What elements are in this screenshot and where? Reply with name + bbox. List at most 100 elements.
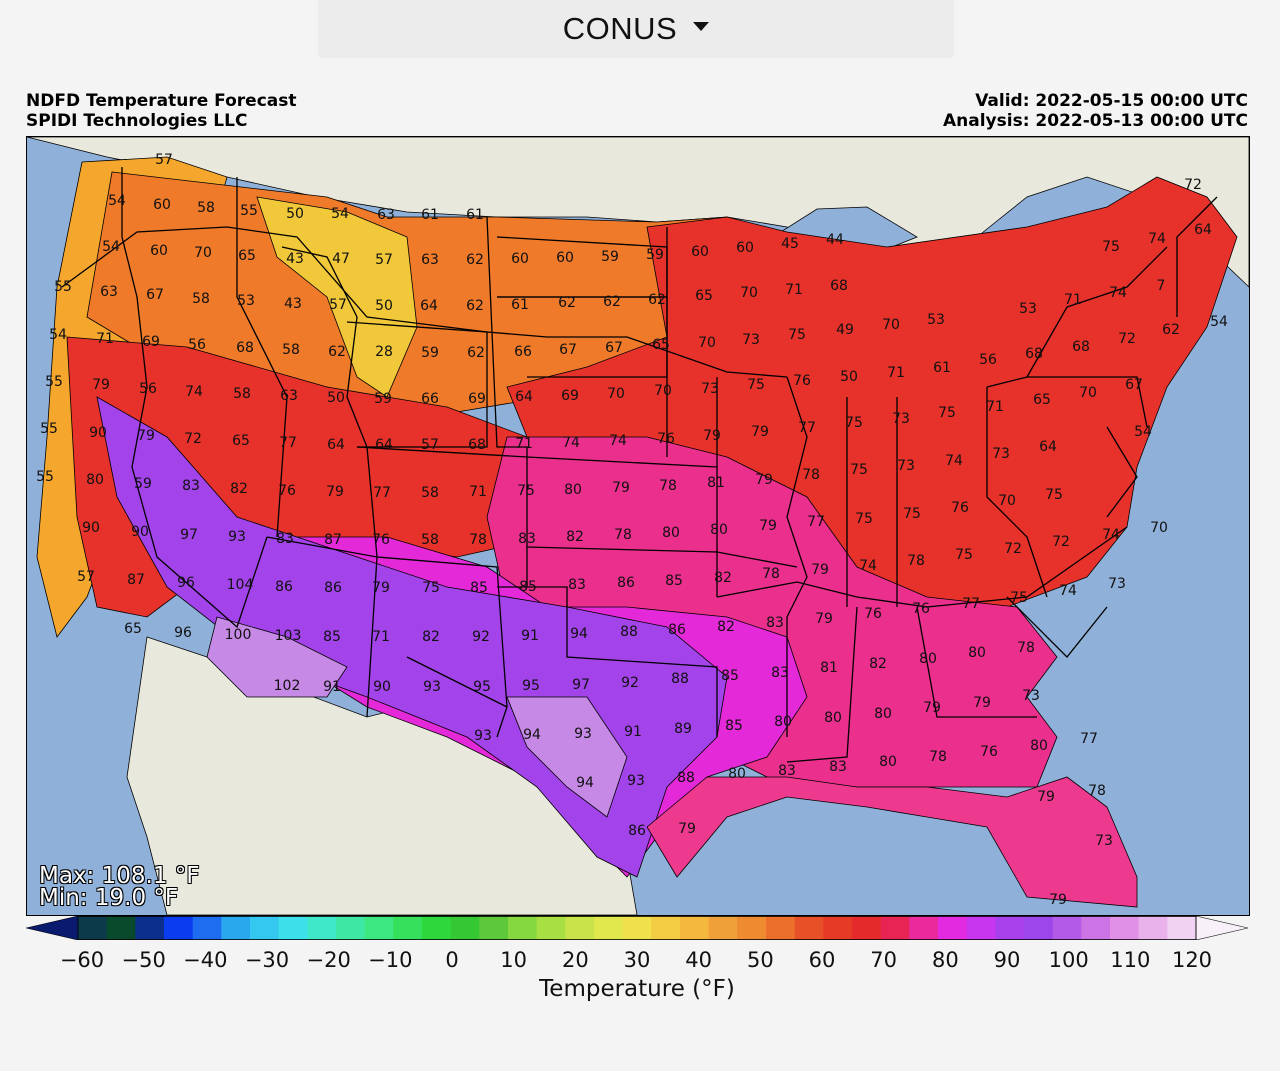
temp-label: 96 [174,625,192,641]
temp-label: 71 [96,331,114,347]
temp-label: 58 [421,532,439,548]
temp-label: 92 [472,629,490,645]
temp-label: 75 [955,547,973,563]
temp-label: 93 [627,773,645,789]
temp-label: 86 [617,575,635,591]
temp-label: 54 [108,193,126,209]
temp-label: 93 [574,726,592,742]
temp-label: 69 [468,391,486,407]
colorbar-segment [852,916,882,940]
temp-label: 65 [652,337,670,353]
temp-label: 62 [466,298,484,314]
temp-label: 79 [326,484,344,500]
temp-label: 71 [515,436,533,452]
temp-label: 67 [1125,377,1143,393]
temp-label: 75 [517,483,535,499]
colorbar-segment [1052,916,1082,940]
temp-label: 77 [279,435,297,451]
temp-label: 62 [467,345,485,361]
temp-label: 50 [375,298,393,314]
colorbar-tick-label: 120 [1171,948,1213,972]
colorbar-tick-label: 80 [931,948,959,972]
temp-label: 7 [1157,278,1166,294]
colorbar-tick-label: −30 [244,948,290,972]
temp-label: 88 [677,770,695,786]
temp-label: 80 [919,651,937,667]
temp-label: 69 [561,388,579,404]
colorbar-tick-label: −10 [368,948,413,972]
temp-label: 83 [276,531,294,547]
temp-label: 59 [421,345,439,361]
temp-label: 58 [421,485,439,501]
temp-label: 88 [671,671,689,687]
temp-label: 58 [192,291,210,307]
temp-label: 82 [230,481,248,497]
temp-label: 93 [474,728,492,744]
temp-label: 77 [373,485,391,501]
temp-label: 54 [1210,314,1228,330]
temp-label: 64 [1194,222,1212,238]
temp-label: 73 [892,411,910,427]
temp-label: 74 [562,435,580,451]
temp-label: 54 [1134,424,1152,440]
temp-label: 73 [701,381,719,397]
temp-label: 80 [968,645,986,661]
temp-label: 44 [826,232,844,248]
temp-label: 72 [1118,331,1136,347]
temp-label: 75 [903,506,921,522]
temp-label: 91 [323,679,341,695]
temp-label: 70 [1150,520,1168,536]
colorbar-segment [135,916,165,940]
colorbar-segment [680,916,710,940]
temp-label: 77 [807,514,825,530]
temp-label: 95 [473,679,491,695]
temp-label: 64 [375,437,393,453]
temp-label: 74 [1059,583,1077,599]
temp-label: 65 [1033,392,1051,408]
temp-label: 86 [324,580,342,596]
temp-label: 61 [421,207,439,223]
temp-label: 79 [1037,789,1055,805]
temp-label: 70 [882,317,900,333]
temp-label: 93 [423,679,441,695]
temp-label: 75 [1045,487,1063,503]
max-temp: Max: 108.1 °F [39,863,200,889]
temp-label: 96 [177,575,195,591]
temp-label: 71 [1064,292,1082,308]
temp-label: 75 [788,327,806,343]
colorbar-segment [221,916,251,940]
colorbar [26,916,1248,940]
colorbar-tick-label: 0 [445,948,459,972]
colorbar-segment [708,916,738,940]
temp-label: 88 [620,624,638,640]
temp-label: 79 [923,700,941,716]
temp-label: 55 [240,203,258,219]
temp-label: 71 [887,365,905,381]
colorbar-segment [364,916,394,940]
temperature-labels: 57 54 60 58 55 50 54 63 61 61 54 60 70 65 43 47 57 63 62 60… [36,152,1228,908]
region-dropdown[interactable]: CONUS [318,0,954,58]
chevron-down-icon [693,21,710,31]
colorbar-segment [1138,916,1168,940]
colorbar-tick-label: 40 [685,948,713,972]
temp-label: 64 [327,437,345,453]
temp-label: 82 [422,629,440,645]
temp-label: 67 [559,342,577,358]
colorbar-tick-label: 20 [561,948,589,972]
temp-label: 74 [1148,231,1166,247]
temp-label: 94 [570,626,588,642]
temp-label: 80 [710,522,728,538]
temp-label: 75 [1102,239,1120,255]
temp-label: 60 [153,197,171,213]
temp-label: 79 [815,611,833,627]
temp-label: 80 [774,714,792,730]
temp-label: 80 [1030,738,1048,754]
temp-label: 83 [778,763,796,779]
temp-label: 72 [1004,541,1022,557]
temp-label: 74 [1102,527,1120,543]
temp-label: 71 [469,484,487,500]
temp-label: 83 [829,759,847,775]
temp-label: 64 [1039,439,1057,455]
temp-label: 104 [227,577,254,593]
temp-label: 62 [648,292,666,308]
